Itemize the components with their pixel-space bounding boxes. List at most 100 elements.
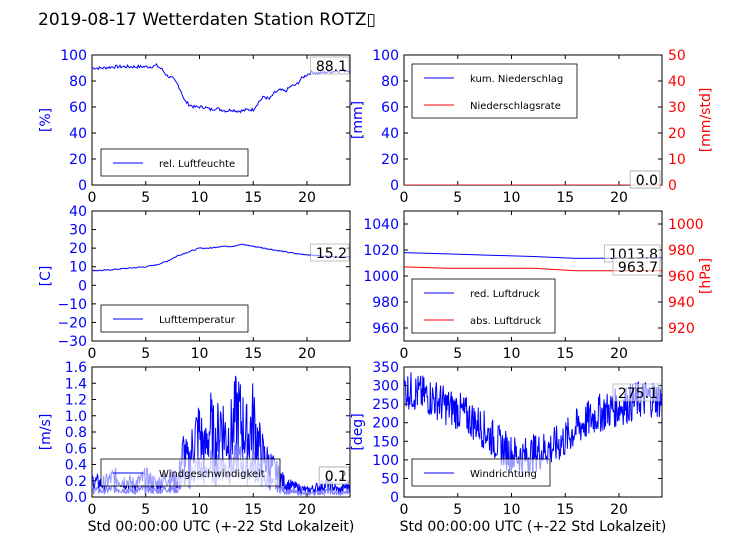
y-axis-label: [deg] bbox=[350, 413, 366, 450]
x-tick-label: 0 bbox=[400, 502, 409, 518]
value-label: 88.1 bbox=[316, 59, 347, 75]
x-tick-label: 0 bbox=[400, 190, 409, 206]
y-tick-label: 0.2 bbox=[65, 474, 87, 490]
value-label: 0.0 bbox=[636, 173, 658, 189]
y-right-tick-label: 10 bbox=[668, 152, 686, 168]
figure-title: 2019-08-17 Wetterdaten Station ROTZ▯ bbox=[38, 10, 376, 30]
x-tick-label: 0 bbox=[400, 346, 409, 362]
y-tick-label: 20 bbox=[69, 241, 87, 257]
y-axis-label: [m/s] bbox=[38, 414, 54, 451]
y-tick-label: 960 bbox=[372, 321, 399, 337]
y-tick-label: 0 bbox=[390, 178, 399, 194]
chart-wind_speed: 0 5 10 15 20 0.00.20.40.60.81.01.21.41.6 [m/s]… bbox=[38, 360, 354, 535]
x-tick-label: 10 bbox=[503, 346, 521, 362]
y-right-axis-label: [mm/std] bbox=[698, 88, 714, 153]
legend-label: Windrichtung bbox=[470, 469, 537, 480]
y-tick-label: −10 bbox=[57, 297, 87, 313]
series-line bbox=[92, 375, 350, 495]
x-axis-label: Std 00:00:00 UTC (+-22 Std Lokalzeit) bbox=[400, 519, 667, 535]
x-tick-label: 15 bbox=[556, 346, 574, 362]
x-tick-label: 10 bbox=[191, 346, 209, 362]
x-tick-label: 20 bbox=[610, 190, 628, 206]
legend-label: Niederschlagsrate bbox=[470, 101, 561, 112]
legend: red. Luftdruck abs. Luftdruck bbox=[411, 278, 556, 334]
x-tick-label: 10 bbox=[191, 190, 209, 206]
value-label-box bbox=[612, 257, 661, 276]
x-tick-label: 15 bbox=[556, 190, 574, 206]
y-tick-label: 100 bbox=[372, 453, 399, 469]
y-tick-label: −20 bbox=[57, 315, 87, 331]
y-right-tick-label: 50 bbox=[668, 48, 686, 64]
chart-pressure: 0 5 10 15 20 960 980 1000 1020 1040 920 940 960 980 10… bbox=[363, 210, 714, 362]
y-tick-label: 100 bbox=[372, 48, 399, 64]
y-axis-label: [mm] bbox=[350, 101, 366, 139]
legend-label: Windgeschwindigkeit bbox=[159, 469, 265, 480]
value-label-box bbox=[310, 243, 350, 262]
y-tick-label: 40 bbox=[69, 204, 87, 220]
y-right-tick-label: 20 bbox=[668, 126, 686, 142]
x-tick-label: 20 bbox=[298, 346, 316, 362]
x-tick-label: 0 bbox=[88, 502, 97, 518]
y-tick-label: 0 bbox=[78, 278, 87, 294]
x-tick-label: 10 bbox=[503, 190, 521, 206]
plot-frame bbox=[91, 210, 351, 342]
x-tick-label: 5 bbox=[453, 502, 462, 518]
x-tick-label: 15 bbox=[244, 346, 262, 362]
value-label: 275.1 bbox=[618, 386, 658, 402]
legend: rel. Luftfeuchte bbox=[100, 148, 249, 177]
chart-precipitation: 0 5 10 15 20 0 20 40 60 80 100 0 10 20 30 40 50 [mm/std] [… bbox=[350, 48, 714, 206]
x-tick-label: 5 bbox=[141, 190, 150, 206]
y-tick-label: 50 bbox=[381, 471, 399, 487]
value-label: 963.7 bbox=[618, 260, 658, 276]
plot-frame bbox=[403, 366, 663, 498]
y-tick-label: 1.4 bbox=[65, 376, 87, 392]
y-tick-label: 1040 bbox=[363, 217, 399, 233]
y-tick-label: 0.0 bbox=[65, 490, 87, 506]
y-tick-label: 60 bbox=[69, 100, 87, 116]
legend: kum. Niederschlag Niederschlagsrate bbox=[411, 63, 578, 119]
y-tick-label: 980 bbox=[372, 295, 399, 311]
legend-label: abs. Luftdruck bbox=[470, 316, 541, 327]
y-tick-label: 0.4 bbox=[65, 458, 87, 474]
value-label: 0.1 bbox=[325, 469, 347, 485]
plot-frame bbox=[91, 54, 351, 186]
y-tick-label: 80 bbox=[69, 74, 87, 90]
chart-humidity: 0 5 10 15 20 0 20 40 60 80 100 [%] rel. Luftfeuchte 8… bbox=[38, 48, 351, 206]
y-right-tick-label: 40 bbox=[668, 74, 686, 90]
y-right-tick-label: 30 bbox=[668, 100, 686, 116]
y-tick-label: 1000 bbox=[363, 269, 399, 285]
y-right-tick-label: 1000 bbox=[668, 217, 704, 233]
y-tick-label: 20 bbox=[69, 152, 87, 168]
y-tick-label: 200 bbox=[372, 416, 399, 432]
x-tick-label: 15 bbox=[244, 190, 262, 206]
y-tick-label: 30 bbox=[69, 223, 87, 239]
legend-label: Lufttemperatur bbox=[159, 315, 236, 326]
chart-temperature: 0 5 10 15 20 −30 −20 −10 0 10 20 30 40 [C] Lufttempera… bbox=[38, 204, 351, 362]
x-tick-label: 0 bbox=[88, 346, 97, 362]
x-axis-label: Std 00:00:00 UTC (+-22 Std Lokalzeit) bbox=[88, 519, 355, 535]
x-tick-label: 20 bbox=[610, 346, 628, 362]
y-tick-label: 100 bbox=[60, 48, 87, 64]
legend: Windrichtung bbox=[411, 458, 551, 487]
x-tick-label: 20 bbox=[610, 502, 628, 518]
y-tick-label: 40 bbox=[381, 126, 399, 142]
y-right-tick-label: 0 bbox=[668, 178, 677, 194]
legend: Windgeschwindigkeit bbox=[100, 458, 281, 487]
x-tick-label: 5 bbox=[453, 190, 462, 206]
legend-label: red. Luftdruck bbox=[470, 289, 540, 300]
y-tick-label: 1.2 bbox=[65, 393, 87, 409]
y-axis-label: [C] bbox=[38, 266, 54, 287]
legend-box bbox=[411, 278, 556, 334]
x-tick-label: 10 bbox=[503, 502, 521, 518]
y-tick-label: 0 bbox=[78, 178, 87, 194]
series-line bbox=[92, 243, 350, 272]
y-tick-label: 80 bbox=[381, 74, 399, 90]
x-tick-label: 5 bbox=[453, 346, 462, 362]
y-tick-label: 40 bbox=[69, 126, 87, 142]
y-tick-label: 250 bbox=[372, 397, 399, 413]
x-tick-label: 0 bbox=[88, 190, 97, 206]
value-label-box bbox=[318, 466, 350, 485]
series-line bbox=[92, 62, 350, 114]
